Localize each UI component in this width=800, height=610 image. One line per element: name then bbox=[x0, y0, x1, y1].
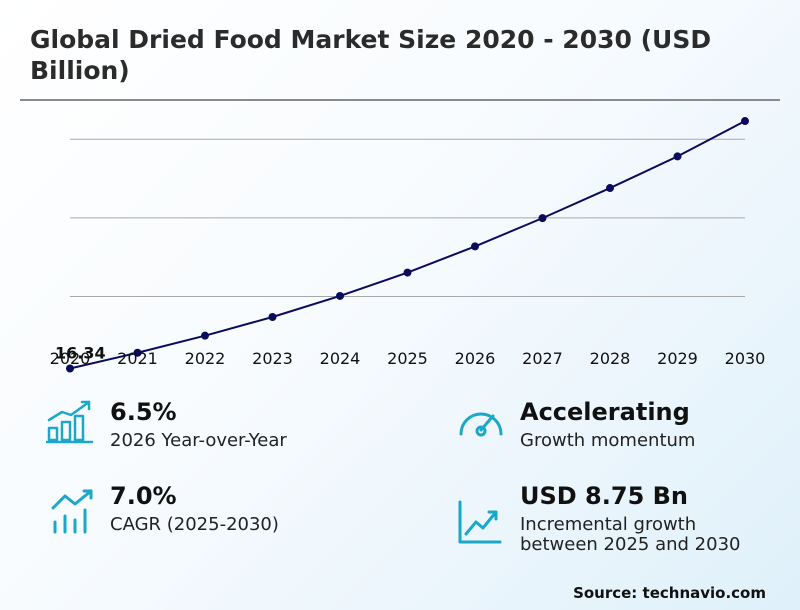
stat-desc: Growth momentum bbox=[520, 430, 696, 451]
line-chart: 2020 2021 2022 2023 2024 2025 2026 2027 2028 2029… bbox=[50, 117, 766, 373]
data-point bbox=[403, 268, 412, 277]
data-point bbox=[538, 214, 547, 223]
stat-value: Accelerating bbox=[520, 398, 690, 426]
x-tick-label: 2030 bbox=[725, 349, 766, 368]
data-point bbox=[201, 331, 209, 340]
x-tick-label: 2021 bbox=[117, 349, 158, 368]
stat-cagr: 7.0% CAGR (2025-2030) bbox=[110, 482, 279, 535]
stat-desc-line: Incremental growth bbox=[520, 514, 697, 535]
stat-value: 6.5% bbox=[110, 398, 177, 426]
gridlines bbox=[70, 138, 745, 298]
stat-desc: Incremental growth between 2025 and 2030 bbox=[520, 515, 740, 555]
stat-desc: 2026 Year-over-Year bbox=[110, 430, 287, 451]
stat-value: USD 8.75 Bn bbox=[520, 482, 688, 510]
data-point bbox=[66, 364, 74, 373]
data-points bbox=[66, 117, 749, 373]
stat-value: 7.0% bbox=[110, 482, 177, 510]
chart-title: Global Dried Food Market Size 2020 - 203… bbox=[30, 25, 712, 85]
line-chart-icon bbox=[458, 500, 502, 544]
data-point bbox=[606, 184, 614, 193]
title-divider bbox=[20, 99, 780, 101]
bar-growth-icon bbox=[46, 400, 94, 444]
labels: 2020 2021 2022 2023 2024 2025 2026 2027 2028 2029… bbox=[50, 343, 766, 368]
bar-trend-icon bbox=[51, 489, 93, 534]
data-point bbox=[268, 312, 277, 321]
x-tick-label: 2027 bbox=[522, 349, 563, 368]
x-tick-label: 2023 bbox=[252, 349, 293, 368]
series-line-layer bbox=[69, 120, 746, 370]
data-point bbox=[133, 348, 142, 357]
data-label: 16.34 bbox=[55, 343, 106, 362]
stat-desc-line: between 2025 and 2030 bbox=[520, 534, 741, 555]
stat-yoy: 6.5% 2026 Year-over-Year bbox=[110, 398, 287, 451]
speedometer-icon bbox=[459, 412, 503, 437]
x-tick-label: 2022 bbox=[185, 349, 226, 368]
x-tick-label: 2029 bbox=[657, 349, 698, 368]
stat-desc: CAGR (2025-2030) bbox=[110, 514, 279, 535]
stat-momentum: Accelerating Growth momentum bbox=[520, 398, 695, 451]
data-point bbox=[673, 152, 682, 161]
x-tick-label: 2028 bbox=[590, 349, 631, 368]
x-tick-label: 2025 bbox=[387, 349, 428, 368]
data-point bbox=[336, 291, 344, 300]
x-tick-label: 2026 bbox=[455, 349, 496, 368]
x-tick-label: 2024 bbox=[320, 349, 361, 368]
data-point bbox=[471, 242, 479, 251]
stat-incremental: USD 8.75 Bn Incremental growth between 2… bbox=[520, 482, 740, 555]
x-tick-label: 2020 bbox=[50, 349, 91, 368]
source-credit: Source: technavio.com bbox=[573, 584, 766, 602]
series-line bbox=[69, 120, 746, 370]
data-point bbox=[741, 117, 749, 126]
